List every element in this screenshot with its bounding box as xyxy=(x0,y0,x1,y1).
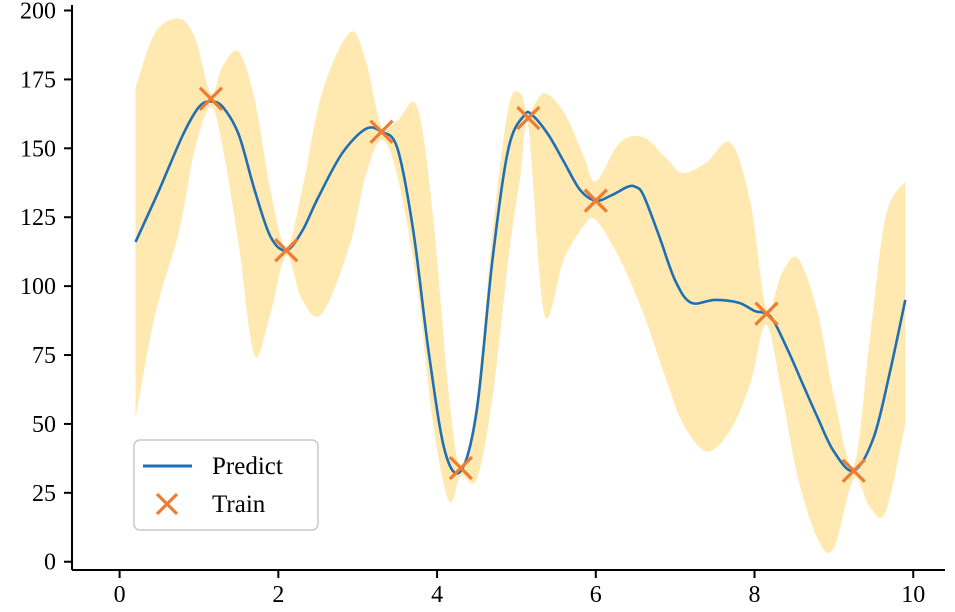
train-point xyxy=(369,119,394,144)
x-tick-label: 6 xyxy=(590,582,602,608)
y-tick-label: 50 xyxy=(32,412,56,438)
x-tick-label: 4 xyxy=(431,582,443,608)
y-tick-label: 125 xyxy=(20,205,56,231)
legend: Predict Train xyxy=(133,439,319,531)
legend-train-label: Train xyxy=(212,491,266,518)
y-tick-label: 0 xyxy=(44,550,56,576)
y-tick-label: 175 xyxy=(20,67,56,93)
legend-predict-label: Predict xyxy=(212,453,283,480)
x-tick-label: 0 xyxy=(114,582,126,608)
train-point xyxy=(274,238,299,263)
train-point xyxy=(198,86,224,111)
x-tick-label: 2 xyxy=(272,582,284,608)
y-tick-label: 200 xyxy=(20,0,56,25)
axes xyxy=(71,5,945,571)
train-point xyxy=(516,105,541,131)
x-tick-label: 10 xyxy=(901,582,925,608)
legend-train-marker xyxy=(155,492,179,516)
train-point xyxy=(841,458,866,483)
legend-train-swatch xyxy=(155,492,179,516)
y-tick-label: 100 xyxy=(20,274,56,300)
y-tick-label: 150 xyxy=(20,136,56,162)
x-tick-label: 8 xyxy=(749,582,761,608)
train-point xyxy=(583,188,608,213)
y-tick-label: 75 xyxy=(32,343,56,369)
train-point xyxy=(448,455,474,481)
confidence-band xyxy=(135,18,906,553)
train-point xyxy=(754,301,779,326)
confidence-band-layer xyxy=(135,18,906,553)
legend-frame xyxy=(133,439,319,531)
y-tick-label: 25 xyxy=(32,481,56,507)
train-marker-layer xyxy=(198,86,866,483)
